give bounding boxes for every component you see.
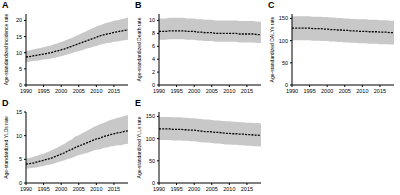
svg-text:1995: 1995 xyxy=(37,88,49,94)
svg-text:2010: 2010 xyxy=(356,88,368,94)
svg-text:2015: 2015 xyxy=(108,186,120,192)
svg-text:1990: 1990 xyxy=(153,186,165,192)
svg-text:1995: 1995 xyxy=(170,88,182,94)
svg-text:2000: 2000 xyxy=(188,186,200,192)
svg-text:2010: 2010 xyxy=(223,186,235,192)
svg-text:20: 20 xyxy=(16,17,22,23)
svg-text:1995: 1995 xyxy=(170,186,182,192)
svg-text:Age-standardized Death rate: Age-standardized Death rate xyxy=(136,17,142,81)
html-text:E: E xyxy=(135,98,141,108)
svg-text:50: 50 xyxy=(149,158,155,164)
svg-text:15: 15 xyxy=(16,109,22,115)
svg-text:2: 2 xyxy=(152,69,155,75)
svg-text:6: 6 xyxy=(152,43,155,49)
svg-text:Age-standardized YLDs rate: Age-standardized YLDs rate xyxy=(8,116,9,179)
svg-text:8: 8 xyxy=(152,30,155,36)
svg-text:2015: 2015 xyxy=(241,186,253,192)
svg-text:1995: 1995 xyxy=(303,88,315,94)
svg-text:5: 5 xyxy=(19,66,22,72)
html-text:A: A xyxy=(2,0,9,10)
svg-text:Age-standardized YLLs rate: Age-standardized YLLs rate xyxy=(136,116,142,178)
svg-text:0: 0 xyxy=(152,180,155,186)
svg-text:4: 4 xyxy=(152,56,155,62)
svg-text:100: 100 xyxy=(146,136,155,142)
svg-text:2000: 2000 xyxy=(55,88,67,94)
svg-text:0: 0 xyxy=(152,82,155,88)
svg-text:1995: 1995 xyxy=(37,186,49,192)
html-text:B: B xyxy=(135,0,142,10)
svg-text:150: 150 xyxy=(279,15,288,21)
html-text:D: D xyxy=(2,98,9,108)
svg-text:2005: 2005 xyxy=(339,88,351,94)
svg-text:10: 10 xyxy=(16,50,22,56)
svg-text:2000: 2000 xyxy=(188,88,200,94)
svg-text:2005: 2005 xyxy=(206,88,218,94)
svg-text:Age-standardized DALYs rate: Age-standardized DALYs rate xyxy=(269,16,275,82)
svg-text:2005: 2005 xyxy=(73,88,85,94)
svg-text:1990: 1990 xyxy=(153,88,165,94)
svg-text:150: 150 xyxy=(146,113,155,119)
svg-text:2015: 2015 xyxy=(108,88,120,94)
svg-text:10: 10 xyxy=(16,133,22,139)
svg-text:100: 100 xyxy=(279,38,288,44)
svg-text:2005: 2005 xyxy=(206,186,218,192)
svg-text:10: 10 xyxy=(149,17,155,23)
svg-text:5: 5 xyxy=(19,156,22,162)
html-text:C: C xyxy=(268,0,275,10)
svg-text:1990: 1990 xyxy=(20,88,32,94)
svg-text:Age-standardized incidence rat: Age-standardized incidence rate xyxy=(8,13,9,85)
svg-text:2000: 2000 xyxy=(55,186,67,192)
svg-text:1990: 1990 xyxy=(20,186,32,192)
svg-text:2010: 2010 xyxy=(90,186,102,192)
svg-text:50: 50 xyxy=(282,60,288,66)
svg-text:2015: 2015 xyxy=(374,88,386,94)
svg-text:0: 0 xyxy=(19,82,22,88)
svg-text:1990: 1990 xyxy=(286,88,298,94)
svg-text:15: 15 xyxy=(16,34,22,40)
svg-text:0: 0 xyxy=(19,180,22,186)
svg-text:2005: 2005 xyxy=(73,186,85,192)
svg-text:0: 0 xyxy=(285,82,288,88)
svg-text:2000: 2000 xyxy=(321,88,333,94)
svg-text:2015: 2015 xyxy=(241,88,253,94)
svg-text:2010: 2010 xyxy=(223,88,235,94)
svg-text:2010: 2010 xyxy=(90,88,102,94)
